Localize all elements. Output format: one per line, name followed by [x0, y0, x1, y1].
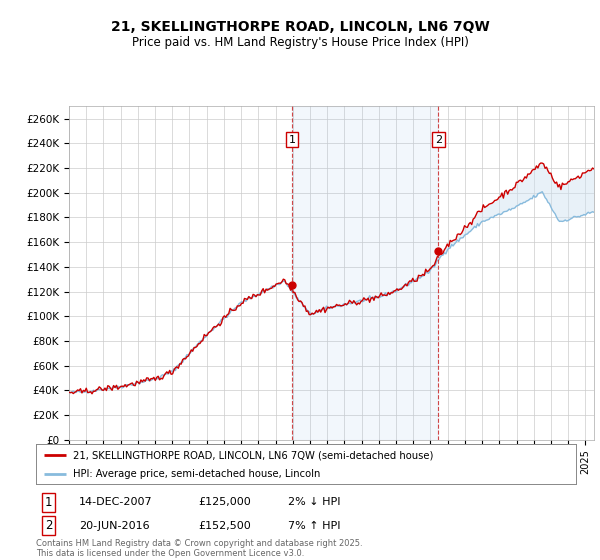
Text: 2% ↓ HPI: 2% ↓ HPI	[288, 497, 340, 507]
Text: 21, SKELLINGTHORPE ROAD, LINCOLN, LN6 7QW: 21, SKELLINGTHORPE ROAD, LINCOLN, LN6 7Q…	[110, 20, 490, 34]
Text: 1: 1	[45, 496, 52, 509]
Text: HPI: Average price, semi-detached house, Lincoln: HPI: Average price, semi-detached house,…	[73, 469, 320, 479]
Text: 2: 2	[45, 519, 52, 533]
Text: 7% ↑ HPI: 7% ↑ HPI	[288, 521, 340, 531]
Bar	[292, 106, 439, 440]
Text: 1: 1	[289, 135, 295, 144]
Text: £152,500: £152,500	[198, 521, 251, 531]
Text: 2: 2	[435, 135, 442, 144]
Text: £125,000: £125,000	[198, 497, 251, 507]
Text: Price paid vs. HM Land Registry's House Price Index (HPI): Price paid vs. HM Land Registry's House …	[131, 36, 469, 49]
Text: 20-JUN-2016: 20-JUN-2016	[79, 521, 150, 531]
Text: Contains HM Land Registry data © Crown copyright and database right 2025.
This d: Contains HM Land Registry data © Crown c…	[36, 539, 362, 558]
Text: 21, SKELLINGTHORPE ROAD, LINCOLN, LN6 7QW (semi-detached house): 21, SKELLINGTHORPE ROAD, LINCOLN, LN6 7Q…	[73, 450, 433, 460]
Text: 14-DEC-2007: 14-DEC-2007	[79, 497, 153, 507]
